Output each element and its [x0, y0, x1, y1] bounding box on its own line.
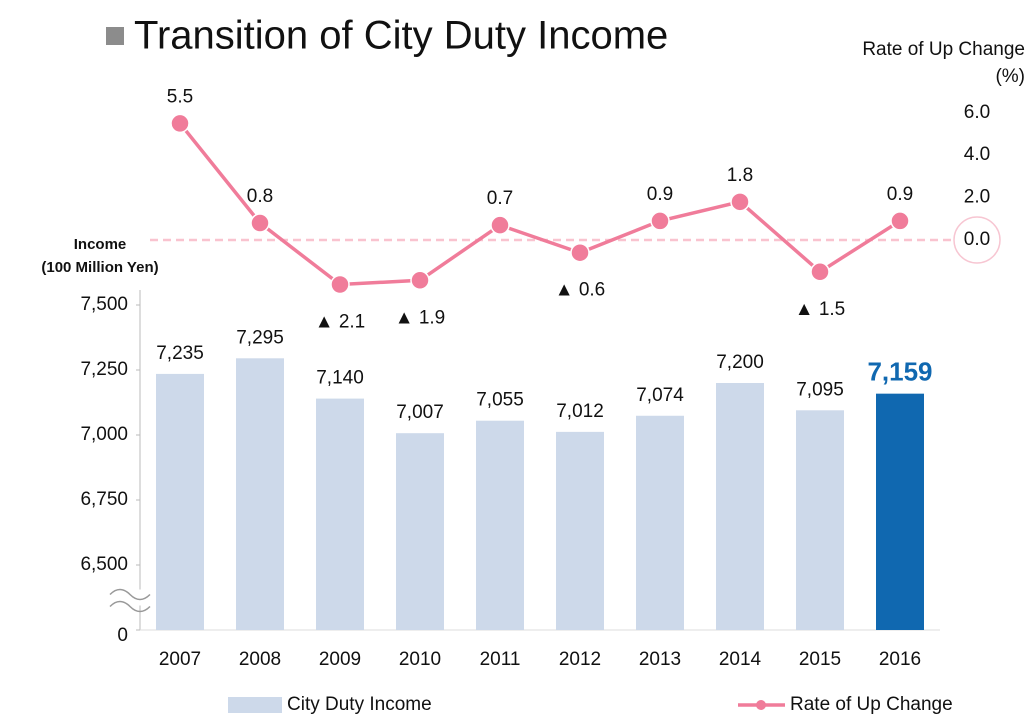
x-tick-label: 2015: [799, 649, 841, 670]
bar-value-label: 7,012: [556, 401, 604, 422]
x-tick-label: 2013: [639, 649, 681, 670]
y2-tick-label: 6.0: [964, 102, 990, 123]
rate-line: [178, 122, 901, 287]
bar-value-label: 7,235: [156, 343, 204, 364]
x-tick-label: 2011: [480, 649, 521, 670]
rate-point: [490, 215, 510, 235]
y2-axis-label: Rate of Up Change: [862, 39, 1025, 60]
y-tick-label: 6,750: [80, 489, 128, 510]
bar: [556, 431, 604, 630]
rate-value-label: 1.8: [727, 165, 753, 186]
bar: [396, 433, 444, 630]
legend-label: City Duty Income: [287, 694, 432, 715]
bar: [876, 393, 924, 630]
rate-point: [810, 262, 830, 282]
rate-value-label: ▲ 1.5: [795, 299, 846, 320]
y-tick-label: 7,500: [80, 294, 128, 315]
bar-value-label: 7,140: [316, 368, 364, 389]
rate-value-label: ▲ 0.6: [555, 280, 606, 301]
rate-point: [730, 192, 750, 212]
rate-point: [650, 211, 670, 231]
legend-swatch: [228, 697, 282, 713]
y2-tick-label: 0.0: [964, 229, 990, 250]
x-tick-label: 2016: [879, 649, 921, 670]
chart-title: Transition of City Duty Income: [134, 14, 668, 58]
legend-label: Rate of Up Change: [790, 694, 953, 715]
bar-value-label: 7,007: [396, 402, 444, 423]
rate-point: [170, 113, 190, 134]
rate-point: [410, 270, 430, 291]
bar-value-label: 7,200: [716, 352, 764, 373]
y2-tick-label: 2.0: [964, 187, 990, 208]
bar: [156, 373, 204, 630]
title-bullet: [106, 27, 124, 45]
rate-value-label: ▲ 2.1: [315, 312, 366, 333]
legend-swatch: [756, 700, 766, 710]
zero-highlight: [953, 216, 1001, 264]
rate-value-label: 0.7: [487, 188, 513, 209]
bar: [636, 415, 684, 630]
x-tick-label: 2008: [239, 649, 281, 670]
rate-point: [330, 274, 350, 295]
y-axis-label: (100 Million Yen): [41, 259, 158, 276]
y2-axis-label: (%): [995, 66, 1025, 87]
x-tick-label: 2014: [719, 649, 762, 670]
y-tick-label: 7,000: [80, 424, 128, 445]
y-axis-label: Income: [74, 236, 127, 253]
bar-value-label: 7,055: [476, 390, 524, 411]
rate-value-label: 5.5: [167, 86, 193, 107]
x-tick-label: 2010: [399, 649, 441, 670]
y-tick-label: 7,250: [80, 359, 128, 380]
x-tick-label: 2009: [319, 649, 361, 670]
bar: [236, 358, 284, 630]
bar-value-label: 7,095: [796, 379, 844, 400]
y2-tick-label: 4.0: [964, 144, 990, 165]
axis-break: [109, 588, 151, 601]
bar-value-label: 7,295: [236, 327, 284, 348]
bar: [316, 398, 364, 630]
rate-point: [890, 211, 910, 231]
bar-value-label: 7,074: [636, 385, 684, 406]
bar: [716, 383, 764, 630]
bar-value-label: 7,159: [867, 357, 932, 387]
x-tick-label: 2012: [559, 649, 601, 670]
axis-break: [109, 600, 151, 613]
y-tick-label: 6,500: [80, 554, 128, 575]
rate-value-label: 0.9: [647, 184, 673, 205]
rate-value-label: 0.9: [887, 184, 913, 205]
rate-value-label: 0.8: [247, 186, 273, 207]
y-tick-label: 0: [117, 625, 128, 646]
rate-value-label: ▲ 1.9: [395, 307, 446, 328]
x-tick-label: 2007: [159, 649, 201, 670]
bar: [796, 410, 844, 630]
rate-point: [250, 213, 270, 233]
rate-point: [570, 242, 590, 263]
bar: [476, 420, 524, 630]
